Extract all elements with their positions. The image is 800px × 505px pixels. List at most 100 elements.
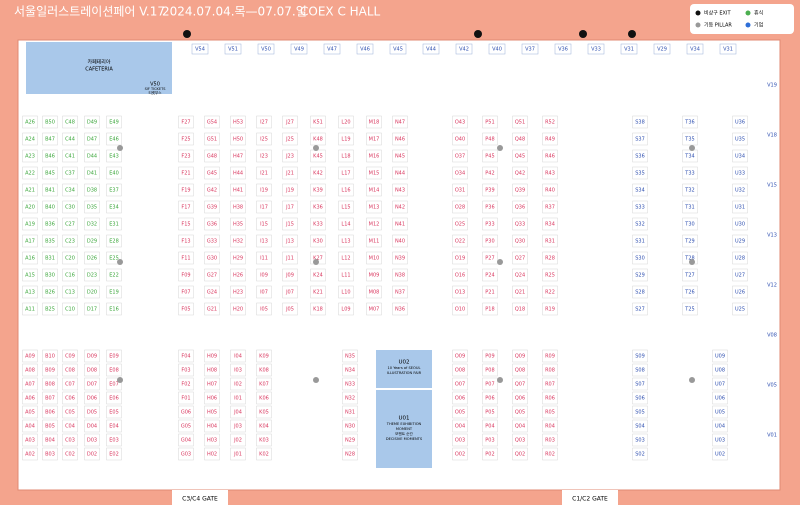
booth-label: O31 xyxy=(455,188,465,194)
booth xyxy=(230,363,246,377)
booth xyxy=(106,251,122,265)
booth-label: F02 xyxy=(181,382,190,388)
booth-label: A04 xyxy=(25,424,35,430)
booth-label: N37 xyxy=(395,290,405,296)
booth-label: S09 xyxy=(635,354,645,360)
booth-label: T36 xyxy=(684,120,694,126)
booth xyxy=(256,391,272,405)
booth xyxy=(256,200,272,214)
booth-label: D35 xyxy=(87,205,97,211)
booth xyxy=(452,302,468,316)
booth-label: Q36 xyxy=(515,205,525,211)
booth-label: S31 xyxy=(635,239,645,245)
booth xyxy=(62,285,78,299)
booth-label: D49 xyxy=(87,120,97,126)
booth xyxy=(84,349,100,363)
booth-label: R08 xyxy=(545,368,555,374)
booth-label: U32 xyxy=(735,188,745,194)
booth xyxy=(204,183,220,197)
booth xyxy=(256,268,272,282)
booth-label: F03 xyxy=(181,368,190,374)
booth-label: U08 xyxy=(715,368,725,374)
pillar xyxy=(689,377,695,383)
booth xyxy=(338,234,354,248)
booth-label: G27 xyxy=(207,273,217,279)
pillar xyxy=(689,145,695,151)
booth xyxy=(542,419,558,433)
booth-label: S37 xyxy=(635,137,645,143)
booth-label: K06 xyxy=(259,396,269,402)
booth xyxy=(512,115,528,129)
booth-label: R06 xyxy=(545,396,555,402)
booth-label: G39 xyxy=(207,205,217,211)
booth-label: R49 xyxy=(545,137,555,143)
booth xyxy=(732,234,748,248)
booth-label: B05 xyxy=(45,424,55,430)
booth xyxy=(542,302,558,316)
booth xyxy=(230,285,246,299)
booth xyxy=(542,363,558,377)
booth-label: P24 xyxy=(485,273,494,279)
booth xyxy=(452,217,468,231)
booth-label bt: V54 xyxy=(195,47,205,53)
booth xyxy=(732,200,748,214)
booth xyxy=(62,251,78,265)
exhibition-title: MOMENT xyxy=(396,427,413,431)
booth xyxy=(712,405,728,419)
booth xyxy=(392,115,408,129)
booth-label: N44 xyxy=(395,171,405,177)
booth xyxy=(22,183,38,197)
booth-label: F09 xyxy=(181,273,190,279)
wall-booth xyxy=(224,43,242,55)
booth xyxy=(512,377,528,391)
booth-label: U27 xyxy=(735,273,745,279)
booth xyxy=(204,234,220,248)
booth-label: E46 xyxy=(109,137,119,143)
booth xyxy=(282,200,298,214)
booth xyxy=(712,363,728,377)
booth xyxy=(256,234,272,248)
booth-label: T26 xyxy=(684,290,694,296)
wall-booth xyxy=(587,43,605,55)
booth-label: K03 xyxy=(259,438,269,444)
booth xyxy=(512,405,528,419)
booth xyxy=(542,217,558,231)
booth-label: H29 xyxy=(233,256,243,262)
booth xyxy=(392,234,408,248)
booth xyxy=(178,363,194,377)
booth-label: J19 xyxy=(285,188,294,194)
booth xyxy=(310,217,326,231)
booth-label: N47 xyxy=(395,120,405,126)
booth xyxy=(392,132,408,146)
booth-label: C48 xyxy=(65,120,75,126)
booth-label bt: V33 xyxy=(591,47,601,53)
booth xyxy=(482,166,498,180)
booth-label: O03 xyxy=(455,438,465,444)
booth xyxy=(732,166,748,180)
booth xyxy=(256,217,272,231)
booth xyxy=(542,166,558,180)
booth xyxy=(178,268,194,282)
booth-label: I17 xyxy=(260,205,268,211)
booth xyxy=(392,183,408,197)
booth-label bt: V46 xyxy=(360,47,370,53)
booth-label: E40 xyxy=(109,171,119,177)
booth xyxy=(452,166,468,180)
booth xyxy=(632,183,648,197)
booth-label: N45 xyxy=(395,154,405,160)
booth-label bt: V34 xyxy=(690,47,700,53)
booth xyxy=(106,268,122,282)
booth xyxy=(482,363,498,377)
booth xyxy=(178,405,194,419)
booth-label: M10 xyxy=(369,256,380,262)
booth-label: K18 xyxy=(313,307,323,313)
booth xyxy=(256,302,272,316)
booth-label: P02 xyxy=(485,452,494,458)
booth-label: S06 xyxy=(635,396,645,402)
booth-label: E07 xyxy=(109,382,119,388)
booth-label: H35 xyxy=(233,222,243,228)
booth xyxy=(230,447,246,461)
booth-label: B30 xyxy=(45,273,55,279)
booth-label: G30 xyxy=(207,256,217,262)
booth xyxy=(482,433,498,447)
